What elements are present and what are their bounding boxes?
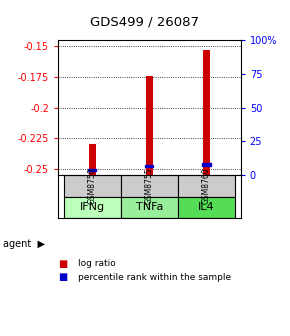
Text: GSM8755: GSM8755 (145, 167, 154, 204)
Text: ■: ■ (58, 259, 67, 269)
Bar (121, 175, 178, 197)
Bar (121, 197, 178, 218)
Bar (89, 143, 96, 175)
Text: GSM8760: GSM8760 (202, 167, 211, 204)
Bar (64, 197, 121, 218)
Bar (146, 76, 153, 175)
Bar (178, 197, 235, 218)
Bar (178, 175, 235, 197)
Text: log ratio: log ratio (78, 259, 116, 268)
Text: GSM8750: GSM8750 (88, 167, 97, 204)
Bar (88, 169, 96, 171)
Bar (145, 165, 153, 167)
Text: IL4: IL4 (198, 203, 215, 212)
Text: percentile rank within the sample: percentile rank within the sample (78, 273, 231, 282)
Text: agent  ▶: agent ▶ (3, 239, 45, 249)
Text: TNFa: TNFa (136, 203, 163, 212)
Text: GDS499 / 26087: GDS499 / 26087 (90, 15, 200, 28)
Bar (203, 50, 210, 175)
Text: IFNg: IFNg (80, 203, 105, 212)
Bar (202, 163, 211, 166)
Bar (64, 175, 121, 197)
Text: ■: ■ (58, 272, 67, 282)
